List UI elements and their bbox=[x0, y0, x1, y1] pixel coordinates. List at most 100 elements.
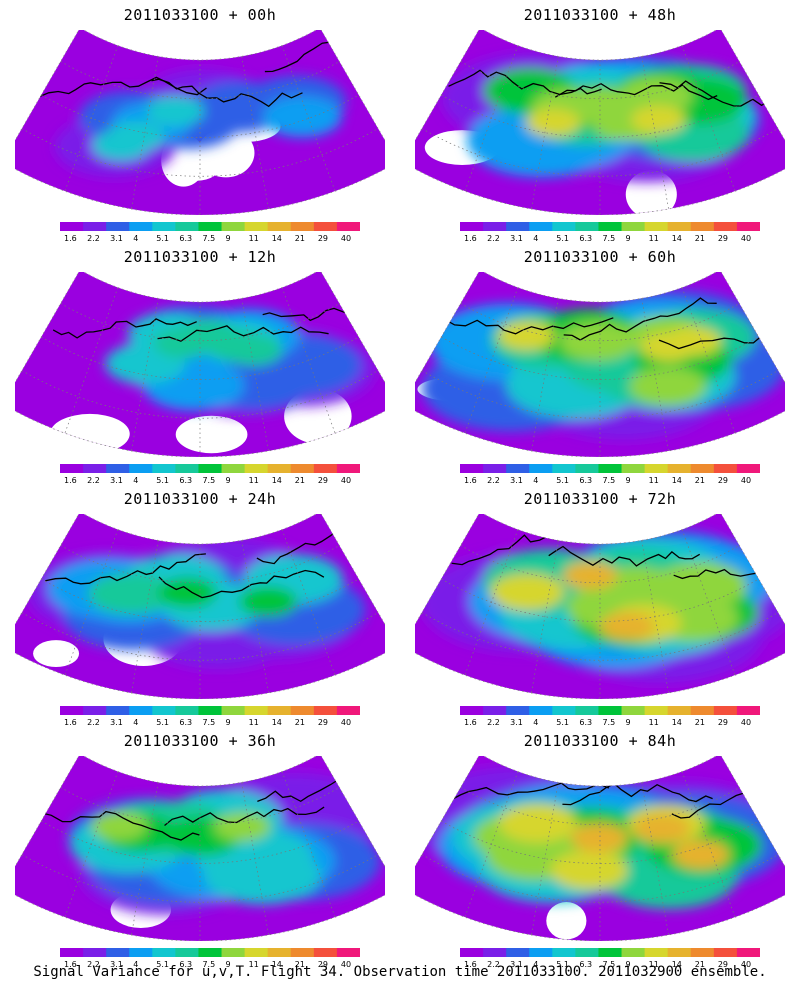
colorbar-swatch bbox=[736, 948, 760, 957]
variance-contour bbox=[88, 573, 167, 614]
colorbar-label: 2.2 bbox=[87, 476, 100, 484]
colorbar-swatch bbox=[552, 706, 576, 715]
colorbar-swatch bbox=[575, 464, 599, 473]
colorbar-label: 4 bbox=[533, 718, 538, 726]
variance-map bbox=[415, 272, 785, 457]
colorbar-swatch bbox=[506, 464, 530, 473]
colorbar-label: 11 bbox=[649, 960, 659, 968]
colorbar-label: 21 bbox=[695, 718, 705, 726]
variance-contour bbox=[672, 839, 730, 870]
variance-map bbox=[15, 272, 385, 457]
colorbar-swatch bbox=[736, 464, 760, 473]
colorbar-swatch bbox=[198, 706, 223, 715]
colorbar-swatch bbox=[221, 222, 246, 231]
colorbar-label: 11 bbox=[649, 476, 659, 484]
colorbar-swatch bbox=[152, 222, 176, 231]
colorbar-swatch bbox=[290, 706, 315, 715]
colorbar-label: 14 bbox=[672, 718, 682, 726]
colorbar-swatch bbox=[267, 464, 292, 473]
colorbar-label: 5.1 bbox=[556, 476, 569, 484]
colorbar-label: 40 bbox=[341, 234, 351, 242]
colorbar-swatch bbox=[736, 706, 760, 715]
colorbar-label: 6.3 bbox=[179, 960, 192, 968]
colorbar-swatch bbox=[621, 222, 646, 231]
graticule bbox=[421, 45, 779, 215]
colorbar-label: 29 bbox=[718, 234, 728, 242]
colorbar-label: 21 bbox=[695, 234, 705, 242]
colorbar-label: 11 bbox=[249, 718, 259, 726]
variance-contour bbox=[239, 586, 298, 617]
colorbar-label: 21 bbox=[295, 234, 305, 242]
colorbar-label: 3.1 bbox=[510, 476, 523, 484]
panel-title: 2011033100 + 00h bbox=[123, 6, 277, 24]
variance-map bbox=[415, 756, 785, 941]
variance-contour bbox=[490, 573, 565, 611]
colorbar-label: 6.3 bbox=[179, 234, 192, 242]
colorbar-label: 5.1 bbox=[156, 234, 169, 242]
colorbar-swatch bbox=[621, 948, 646, 957]
colorbar-swatch bbox=[221, 464, 246, 473]
colorbar-swatch bbox=[713, 222, 738, 231]
graticule bbox=[21, 45, 379, 215]
colorbar-swatch bbox=[529, 464, 553, 473]
colorbar-swatch bbox=[529, 706, 553, 715]
colorbar-label: 3.1 bbox=[110, 476, 123, 484]
colorbar-swatch bbox=[152, 706, 176, 715]
colorbar-label: 2.2 bbox=[87, 234, 100, 242]
colorbar-swatch bbox=[244, 948, 269, 957]
colorbar-swatch bbox=[129, 948, 153, 957]
colorbar-swatch bbox=[690, 222, 715, 231]
colorbar-swatch bbox=[175, 464, 199, 473]
colorbar-swatch bbox=[106, 706, 130, 715]
variance-contour bbox=[633, 813, 691, 843]
colorbar-label: 29 bbox=[718, 476, 728, 484]
forecast-panel: 2011033100 + 84h 1.6 2.2 3.1 4 5.1 6.3 7.5 9 11 14… bbox=[400, 726, 800, 968]
colorbar-swatch bbox=[83, 222, 107, 231]
variance-field bbox=[415, 514, 785, 699]
colorbar-swatch bbox=[129, 464, 153, 473]
colorbar-swatch bbox=[667, 948, 692, 957]
forecast-panel: 2011033100 + 12h 1.6 2.2 3.1 4 5.1 6.3 7.5 9 11 14… bbox=[0, 242, 400, 484]
colorbar-label: 4 bbox=[533, 960, 538, 968]
variance-contour bbox=[599, 612, 655, 641]
variance-map bbox=[15, 30, 385, 215]
colorbar-label: 40 bbox=[741, 476, 751, 484]
colorbar-label: 6.3 bbox=[579, 476, 592, 484]
colorbar-swatch bbox=[506, 222, 530, 231]
colorbar-swatch bbox=[267, 222, 292, 231]
colorbar-label: 40 bbox=[341, 960, 351, 968]
colorbar-swatch bbox=[221, 948, 246, 957]
colorbar-swatch bbox=[667, 464, 692, 473]
colorbar-label: 5.1 bbox=[156, 718, 169, 726]
colorbar-swatch bbox=[152, 948, 176, 957]
colorbar-swatch bbox=[529, 948, 553, 957]
colorbar-label: 6.3 bbox=[579, 718, 592, 726]
colorbar-label: 11 bbox=[249, 234, 259, 242]
variance-contour bbox=[499, 803, 577, 843]
colorbar-swatch bbox=[244, 222, 269, 231]
graticule bbox=[421, 287, 779, 457]
variance-contour bbox=[565, 88, 640, 126]
colorbar-swatch bbox=[267, 706, 292, 715]
no-data-gap bbox=[546, 902, 587, 940]
colorbar-swatch bbox=[598, 222, 623, 231]
colorbar-label: 4 bbox=[533, 476, 538, 484]
no-data-gap bbox=[33, 640, 80, 667]
colorbar-swatch bbox=[460, 706, 484, 715]
figure-caption: Signal Variance for u,v,T. Flight 34. Ob… bbox=[33, 964, 767, 980]
variance-contour bbox=[570, 823, 628, 853]
colorbar-swatch bbox=[60, 464, 84, 473]
colorbar-label: 9 bbox=[626, 718, 631, 726]
colorbar-swatch bbox=[336, 464, 360, 473]
colorbar-label: 2.2 bbox=[487, 234, 500, 242]
colorbar-label: 1.6 bbox=[64, 718, 77, 726]
colorbar-swatch bbox=[460, 464, 484, 473]
no-data-gap bbox=[50, 413, 130, 454]
variance-map bbox=[15, 514, 385, 699]
colorbar-label: 2.2 bbox=[87, 960, 100, 968]
variance-contour bbox=[559, 321, 637, 361]
graticule bbox=[421, 771, 779, 941]
colorbar-swatch bbox=[690, 464, 715, 473]
panel-title: 2011033100 + 24h bbox=[123, 490, 277, 508]
colorbar-swatch bbox=[198, 222, 223, 231]
